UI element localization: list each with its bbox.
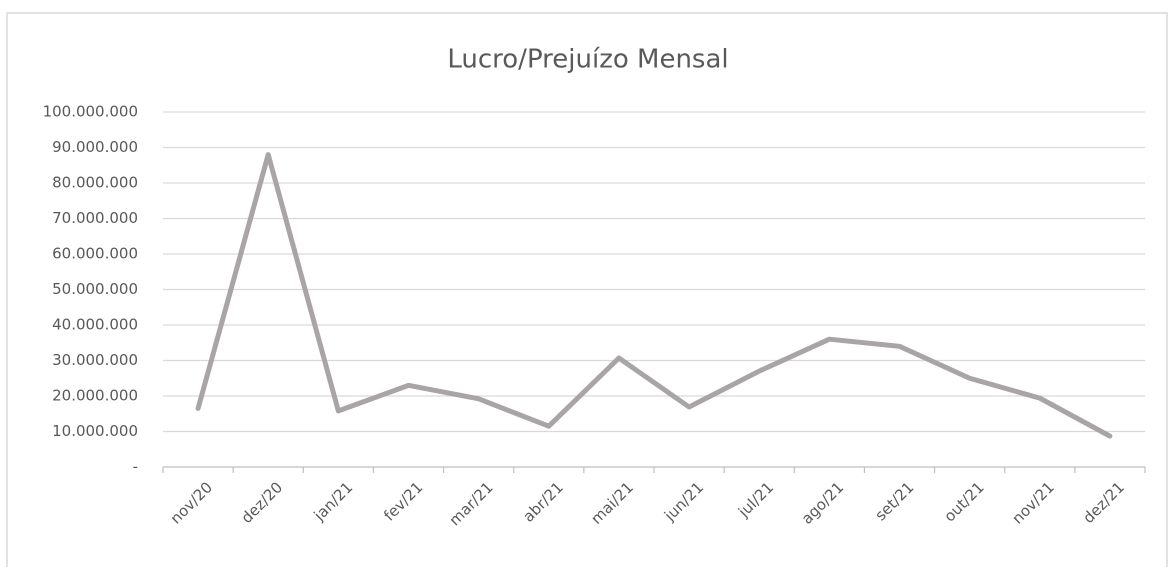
y-tick-label: 30.000.000 [52,351,138,369]
line-series [195,152,1113,439]
y-tick-label: 40.000.000 [52,316,138,334]
y-tick-label: 60.000.000 [52,245,138,263]
y-tick-label: 80.000.000 [52,174,138,192]
y-tick-label: 90.000.000 [52,138,138,156]
y-tick-label: 20.000.000 [52,387,138,405]
y-tick-label: 50.000.000 [52,280,138,298]
y-tick-label: 10.000.000 [52,422,138,440]
chart-border [6,12,1168,571]
y-tick-label: 70.000.000 [52,209,138,227]
y-tick-label: - [133,458,138,476]
y-tick-label: 100.000.000 [43,103,138,121]
chart-title: Lucro/Prejuízo Mensal [447,45,728,75]
